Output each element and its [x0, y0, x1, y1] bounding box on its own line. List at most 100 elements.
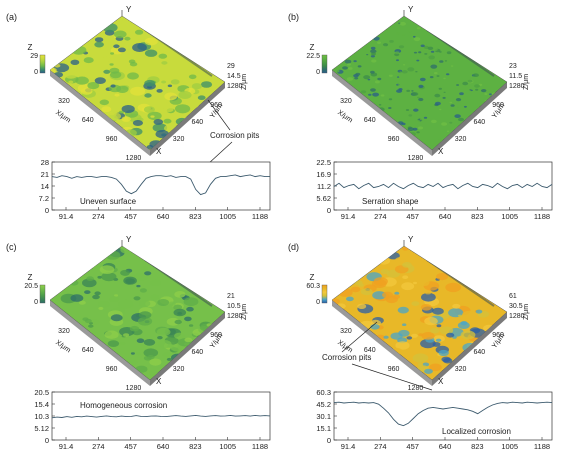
surface-texture — [50, 20, 225, 149]
profile-y-tick-label: 20.5 — [34, 388, 49, 397]
legend-top-label: 20.5 — [24, 283, 38, 290]
surface-patch — [446, 51, 452, 55]
profile-x-tick-label: 457 — [124, 212, 137, 221]
surface-patch — [461, 310, 477, 320]
surface-patch — [406, 336, 413, 340]
surface-patch — [488, 93, 492, 96]
surface-patch — [346, 77, 353, 81]
surface-patch — [83, 57, 94, 64]
surface-patch — [394, 53, 400, 57]
surface-patch — [395, 51, 400, 54]
surface-patch — [173, 304, 183, 310]
surface-patch — [421, 332, 435, 340]
surface-patch — [200, 81, 213, 88]
surface-patch — [450, 65, 454, 67]
y-tick-label: 320 — [173, 366, 185, 373]
surface-patch — [108, 296, 120, 303]
surface-patch — [109, 67, 120, 74]
profile-label: Localized corrosion — [442, 427, 511, 436]
surface-patch — [139, 288, 147, 293]
surface-patch — [178, 91, 192, 99]
surface-patch — [149, 358, 162, 366]
profile-x-tick-label: 823 — [189, 212, 202, 221]
surface-patch — [394, 257, 406, 264]
color-legend-bar — [321, 54, 328, 74]
surface-patch — [123, 333, 130, 337]
surface-patch — [420, 48, 428, 53]
surface-patch — [147, 111, 162, 121]
surface-patch — [166, 357, 172, 361]
surface-patch — [389, 40, 394, 43]
surface-patch — [101, 106, 112, 113]
profile-x-tick-label: 457 — [406, 442, 419, 451]
axis-x-letter: X — [438, 377, 444, 386]
surface-patch — [363, 75, 370, 80]
surface-patch — [350, 286, 361, 293]
surface-patch — [50, 67, 57, 73]
surface-patch — [408, 30, 412, 33]
surface-patch — [390, 332, 403, 340]
surface-patch — [164, 92, 178, 101]
surface-patch — [150, 115, 155, 118]
surface-patch — [418, 97, 424, 102]
surface-patch — [121, 105, 135, 113]
surface-patch — [388, 107, 392, 109]
surface-patch — [130, 352, 135, 355]
surface-patch — [457, 314, 463, 317]
surface-patch — [432, 342, 441, 347]
profile-x-tick-label: 640 — [157, 442, 170, 451]
surface-patch — [412, 353, 429, 363]
surface-patch — [374, 80, 380, 84]
surface-patch — [372, 291, 387, 300]
surface-patch — [191, 83, 202, 90]
surface-patch — [377, 77, 382, 81]
surface-patch — [423, 45, 429, 50]
surface-patch — [370, 46, 376, 50]
surface-patch — [124, 36, 131, 41]
surface-patch — [401, 282, 415, 291]
panel-letter: (d) — [288, 242, 299, 252]
surface-patch — [92, 294, 100, 300]
surface-patch — [459, 92, 464, 96]
z-axis-mid: 10.5 — [227, 303, 241, 310]
surface-patch — [152, 123, 168, 133]
surface-patch — [94, 77, 106, 84]
axis-x-letter: X — [156, 147, 162, 156]
surface-patch — [114, 294, 119, 297]
surface-patch — [167, 84, 173, 88]
y-tick-label: 640 — [192, 119, 204, 126]
profile-y-tick-label: 0 — [327, 206, 331, 215]
surface-patch — [174, 291, 186, 298]
surface-patch — [454, 114, 461, 118]
surface-patch — [431, 119, 437, 124]
profile-line — [51, 174, 270, 196]
surface-patch — [121, 116, 131, 122]
surface-patch — [402, 262, 412, 268]
surface-patch — [188, 74, 197, 80]
surface-patch — [446, 130, 450, 132]
surface-patch — [98, 306, 104, 310]
profile-x-tick-label: 823 — [471, 212, 484, 221]
surface-patch — [455, 98, 462, 102]
surface-patch — [119, 341, 126, 346]
surface-patch — [334, 69, 340, 73]
profile-y-tick-label: 22.5 — [316, 158, 331, 167]
surface-texture — [334, 21, 499, 145]
surface-patch — [417, 126, 424, 130]
x-tick-label: 1280 — [408, 385, 424, 392]
surface-patch — [342, 66, 348, 70]
surface-patch — [94, 41, 104, 48]
surface-patch — [397, 76, 400, 78]
surface-patch — [456, 106, 459, 108]
surface-patch — [114, 93, 120, 97]
surface-patch — [87, 82, 100, 90]
profile-label: Serration shape — [362, 197, 419, 206]
surface-patch — [144, 93, 152, 98]
surface-patch — [434, 101, 441, 106]
surface-patch — [118, 110, 124, 114]
surface-patch — [129, 359, 138, 365]
surface-patch — [399, 71, 402, 73]
x-tick-label: 320 — [58, 98, 70, 105]
surface-patch — [456, 84, 460, 86]
